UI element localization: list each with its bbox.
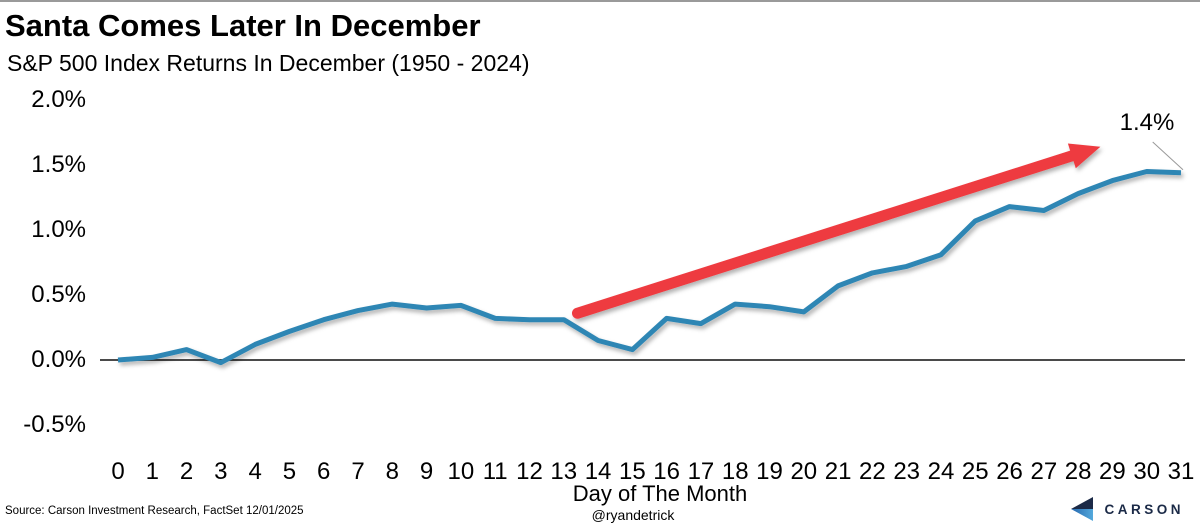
x-tick-label: 12 [516,458,543,485]
x-tick-label: 28 [1064,458,1092,485]
y-tick-label: 1.0% [31,216,86,243]
annotation-value-label: 1.4% [1119,109,1175,136]
x-tick-label: 22 [859,458,886,485]
x-tick-label: 30 [1133,458,1161,485]
x-tick-label: 9 [419,458,434,485]
x-axis-title: Day of The Month [572,481,748,506]
trend-arrow-shaft [571,150,1078,319]
x-tick-label: 20 [790,458,818,485]
carson-logo-text: CARSON [1104,501,1184,517]
x-tick-label: 19 [756,458,783,485]
trend-arrow-head [1067,143,1101,169]
y-tick-label: 0.0% [31,346,86,373]
x-tick-label: 16 [653,458,680,485]
x-tick-label: 29 [1099,458,1126,485]
carson-logo: CARSON [1068,496,1184,522]
x-tick-label: 18 [721,458,749,485]
x-tick-label: 10 [447,458,475,485]
x-tick-label: 27 [1030,458,1058,485]
x-tick-label: 4 [248,458,262,485]
x-tick-label: 11 [482,458,508,485]
sp500-return-line [117,169,1182,366]
x-tick-label: 14 [584,458,612,485]
x-tick-label: 8 [385,458,399,485]
x-tick-label: 6 [317,458,331,485]
annotation-leader-line [1152,141,1184,171]
x-tick-label: 2 [179,458,194,485]
x-tick-label: 21 [824,458,852,485]
top-edge-line [0,0,1200,2]
x-tick-label: 15 [618,458,646,485]
x-tick-label: 5 [282,458,297,485]
x-tick-label: 3 [214,458,228,485]
y-tick-label: 0.5% [31,281,86,308]
x-tick-label: 24 [927,458,955,485]
x-tick-label: 1 [145,458,159,485]
x-tick-label: 7 [351,458,365,485]
x-tick-label: 23 [893,458,921,485]
y-tick-label: 1.5% [31,151,86,178]
x-tick-label: 17 [687,458,715,485]
carson-logo-icon [1068,496,1094,522]
author-handle: @ryandetrick [591,507,675,523]
y-tick-label: 2.0% [31,86,86,113]
x-tick-label: 25 [961,458,989,485]
source-text: Source: Carson Investment Research, Fact… [5,505,304,517]
x-tick-label: 31 [1167,458,1195,485]
x-tick-label: 26 [996,458,1023,485]
chart-title: Santa Comes Later In December [5,8,481,43]
chart-subtitle: S&P 500 Index Returns In December (1950 … [7,50,530,76]
x-tick-label: 13 [550,458,578,485]
x-tick-label: 0 [111,458,125,485]
y-tick-label: -0.5% [23,411,86,438]
